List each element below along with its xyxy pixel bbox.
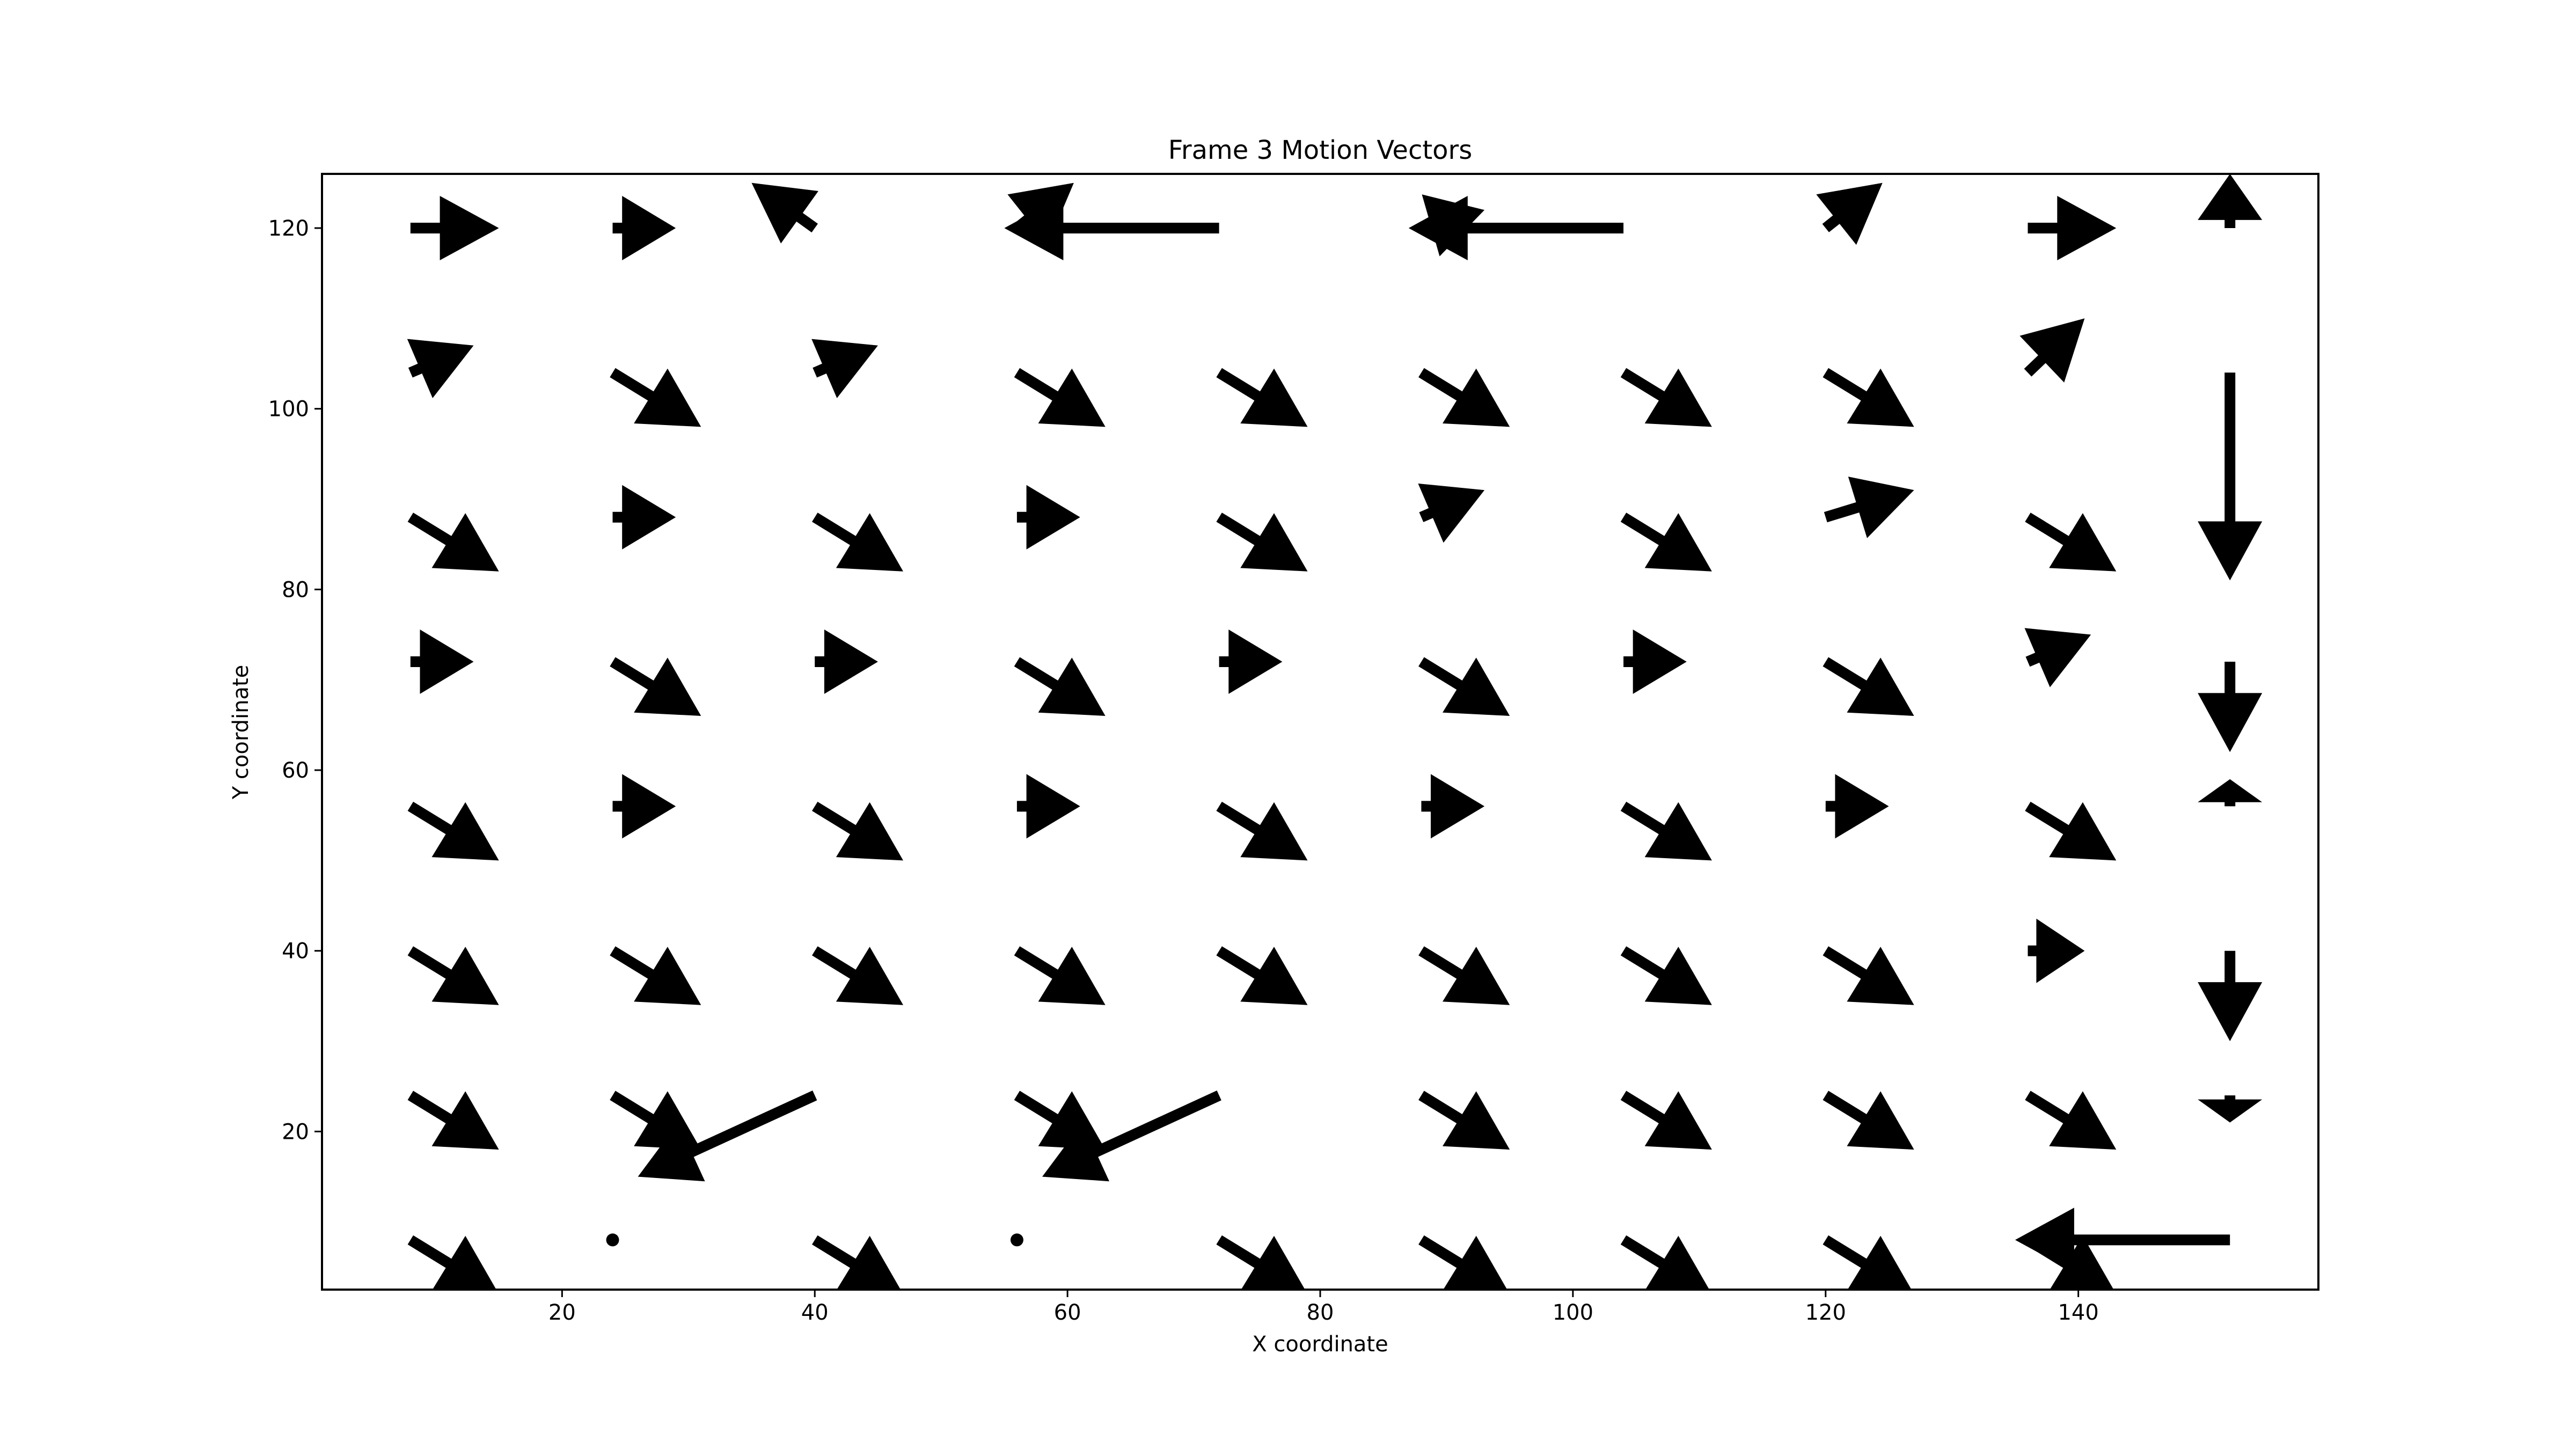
motion-vector-32 <box>1014 657 1106 716</box>
motion-vector-34 <box>1418 657 1510 716</box>
motion-vector-22 <box>812 513 903 572</box>
motion-vector-66 <box>1823 1091 1914 1150</box>
x-tick-label: 40 <box>801 1300 829 1325</box>
x-tick-label: 140 <box>2058 1300 2098 1325</box>
x-tick-label: 120 <box>1805 1300 1846 1325</box>
motion-vector-23 <box>1016 485 1080 550</box>
motion-vector-43 <box>1216 801 1308 861</box>
motion-vector-55 <box>1620 946 1712 1005</box>
motion-vector-75 <box>1620 1235 1710 1290</box>
motion-vector-14 <box>1216 368 1308 427</box>
y-axis-label: Y coordinate <box>229 665 253 800</box>
motion-vector-18 <box>2019 318 2085 383</box>
motion-vector-42 <box>1016 774 1080 839</box>
motion-vector-21 <box>612 485 676 550</box>
motion-vector-71 <box>812 1235 901 1290</box>
motion-vector-64 <box>1418 1091 1510 1150</box>
motion-vector-10 <box>407 339 474 398</box>
y-tick-label: 120 <box>268 216 309 241</box>
motion-vector-48 <box>2198 779 2263 807</box>
motion-vector-39 <box>407 801 499 861</box>
motion-vector-13 <box>1014 368 1106 427</box>
motion-vector-6 <box>1419 194 1485 257</box>
motion-vector-40 <box>612 774 676 839</box>
x-axis: 20 40 60 80 100 120 140 <box>548 1290 2099 1325</box>
motion-vector-47 <box>2025 801 2117 861</box>
motion-vector-38 <box>2198 662 2263 752</box>
motion-vector-52 <box>1014 946 1106 1005</box>
motion-vector-41 <box>812 801 903 861</box>
motion-vector-68 <box>2198 1095 2263 1123</box>
motion-vector-65 <box>1620 1091 1712 1150</box>
motion-vector-78 <box>2025 1235 2114 1290</box>
motion-vector-51 <box>812 946 903 1005</box>
motion-vector-46 <box>1825 774 1889 839</box>
motion-vector-12 <box>811 339 878 398</box>
vector-field <box>407 174 2263 1290</box>
motion-vector-45 <box>1620 801 1712 861</box>
motion-vector-50 <box>610 946 701 1005</box>
motion-vector-36 <box>1823 657 1914 716</box>
motion-vector-29 <box>410 630 474 694</box>
motion-vector-56 <box>1823 946 1914 1005</box>
chart-title: Frame 3 Motion Vectors <box>1168 135 1473 165</box>
motion-vector-44 <box>1421 774 1485 839</box>
y-tick-label: 80 <box>282 577 309 602</box>
motion-vector-54 <box>1418 946 1510 1005</box>
y-axis: 20 40 60 80 100 120 <box>268 216 322 1144</box>
x-tick-label: 20 <box>548 1300 576 1325</box>
motion-vector-62 <box>1014 1091 1106 1150</box>
motion-vector-9 <box>2198 174 2263 228</box>
motion-vector-16 <box>1620 368 1712 427</box>
motion-vector-53 <box>1216 946 1308 1005</box>
motion-vector-25 <box>1418 484 1485 543</box>
y-tick-label: 40 <box>282 939 309 964</box>
motion-vector-8 <box>2028 196 2117 260</box>
motion-vector-1 <box>612 196 676 260</box>
motion-vector-37 <box>2024 628 2091 687</box>
motion-vector-33 <box>1219 630 1283 694</box>
motion-vector-24 <box>1216 513 1308 572</box>
x-tick-label: 80 <box>1307 1300 1334 1325</box>
motion-vector-73 <box>1216 1235 1305 1290</box>
motion-vector-74 <box>1418 1235 1507 1290</box>
motion-vector-11 <box>610 368 701 427</box>
motion-vector-58 <box>2198 950 2263 1042</box>
x-tick-label: 100 <box>1553 1300 1593 1325</box>
motion-vector-63 <box>1042 1091 1221 1182</box>
motion-vector-76 <box>1823 1235 1912 1290</box>
motion-vector-69 <box>407 1235 496 1290</box>
motion-vector-70 <box>606 1233 619 1247</box>
motion-vector-19 <box>2198 372 2263 581</box>
motion-vector-2 <box>751 182 818 244</box>
motion-vector-4 <box>1007 182 1074 245</box>
motion-vector-35 <box>1623 630 1687 694</box>
motion-vector-30 <box>610 657 701 716</box>
motion-vector-20 <box>407 513 499 572</box>
y-tick-label: 100 <box>268 397 309 422</box>
x-axis-label: X coordinate <box>1252 1332 1388 1357</box>
motion-vector-26 <box>1620 513 1712 572</box>
motion-vector-67 <box>2025 1091 2117 1150</box>
motion-vector-60 <box>610 1091 701 1150</box>
motion-vector-61 <box>638 1091 817 1182</box>
motion-vector-28 <box>2025 513 2117 572</box>
y-tick-label: 60 <box>282 758 309 783</box>
motion-vector-77 <box>2015 1208 2230 1272</box>
x-tick-label: 60 <box>1054 1300 1081 1325</box>
motion-vector-17 <box>1823 368 1914 427</box>
motion-vector-57 <box>2028 918 2085 983</box>
motion-vector-49 <box>407 946 499 1005</box>
motion-vector-59 <box>407 1091 499 1150</box>
motion-vector-0 <box>410 196 499 260</box>
motion-vector-31 <box>815 630 878 694</box>
motion-vector-7 <box>1816 182 1883 245</box>
y-tick-label: 20 <box>282 1119 309 1144</box>
motion-vector-15 <box>1418 368 1510 427</box>
plot-frame <box>321 173 2319 1291</box>
motion-vector-27 <box>1824 477 1914 538</box>
motion-vector-72 <box>1010 1233 1023 1247</box>
